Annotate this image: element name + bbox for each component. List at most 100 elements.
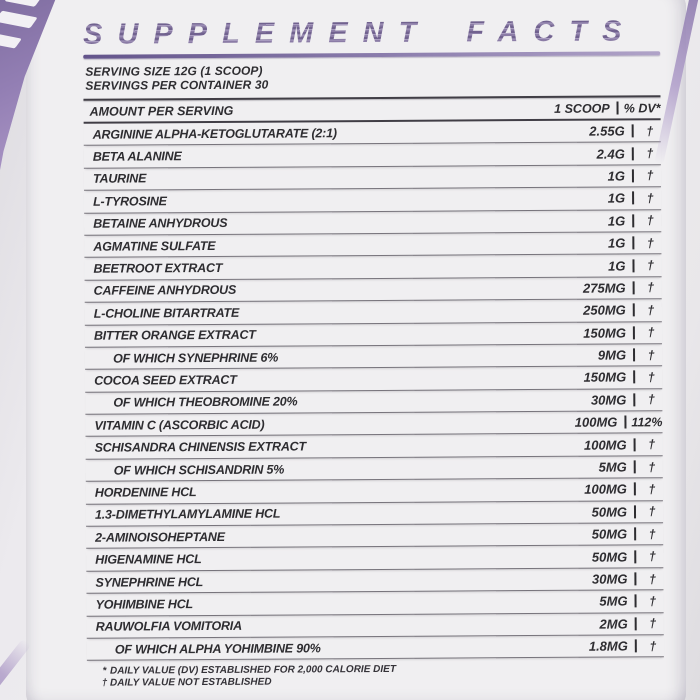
column-divider [631, 169, 634, 183]
ingredient-dv: † [649, 616, 657, 631]
ingredient-name: ARGININE ALPHA-KETOGLUTARATE (2:1) [92, 125, 337, 142]
footnote-marker: † [101, 677, 108, 689]
ingredient-dv: † [646, 235, 654, 250]
ingredient-name: COCOA SEED EXTRACT [94, 372, 237, 388]
column-divider [634, 550, 637, 564]
ingredient-dv: † [648, 459, 656, 474]
wedge-stripe-icon [4, 0, 42, 7]
ingredient-name: BITTER ORANGE EXTRACT [93, 327, 256, 343]
table-row: OF WHICH ALPHA YOHIMBINE 90% 1.8MG † [86, 635, 664, 662]
ingredient-amount: 100MG [584, 481, 627, 498]
column-divider [632, 326, 635, 340]
ingredient-name: YOHIMBINE HCL [95, 596, 194, 612]
ingredient-name: OF WHICH ALPHA YOHIMBINE 90% [114, 641, 321, 657]
ingredient-amount: 150MG [583, 325, 626, 341]
ingredient-name: L-CHOLINE BITARTRATE [93, 305, 240, 321]
ingredient-dv: † [647, 347, 655, 362]
ingredient-amount: 9MG [597, 347, 627, 363]
ingredient-name: BETA ALANINE [92, 149, 182, 164]
ingredient-dv: † [647, 392, 655, 407]
ingredient-amount: 2MG [599, 616, 628, 632]
scoop-column-header: 1 SCOOP [554, 101, 610, 116]
ingredient-dv: † [648, 504, 656, 519]
ingredient-amount: 5MG [599, 593, 628, 610]
ingredient-amount: 1G [607, 190, 626, 206]
ingredient-amount: 2.55G [589, 123, 625, 139]
column-divider [633, 393, 636, 407]
ingredient-amount: 5MG [598, 459, 627, 475]
panel-title: SUPPLEMENT FACTS [83, 14, 660, 52]
ingredient-dv: † [647, 303, 655, 318]
ingredient-amount: 1G [607, 235, 626, 251]
ingredient-name: OF WHICH SCHISANDRIN 5% [113, 462, 285, 478]
label-paper [26, 0, 686, 700]
supplement-facts-panel: SUPPLEMENT FACTS SERVING SIZE 12G (1 SCO… [83, 8, 664, 689]
ingredient-dv: † [649, 594, 657, 609]
column-divider [632, 258, 635, 272]
ingredient-amount: 275MG [582, 280, 626, 296]
footnote-text: DAILY VALUE (DV) ESTABLISHED FOR 2,000 C… [109, 664, 396, 677]
ingredient-name: BEETROOT EXTRACT [93, 260, 223, 276]
ingredient-dv: † [648, 571, 656, 586]
column-divider [632, 303, 635, 317]
ingredient-name: CAFFEINE ANHYDROUS [93, 283, 237, 299]
ingredient-name: SYNEPHRINE HCL [95, 574, 204, 590]
column-divider [633, 482, 636, 496]
ingredient-amount: 1G [607, 213, 626, 229]
column-divider [632, 214, 635, 228]
ingredient-name: TAURINE [92, 171, 147, 187]
ingredient-amount: 100MG [574, 414, 618, 431]
column-divider [631, 124, 634, 138]
ingredient-name: OF WHICH SYNEPHRINE 6% [113, 350, 279, 366]
amount-per-serving-header: AMOUNT PER SERVING [89, 103, 234, 119]
ingredient-amount: 150MG [583, 369, 627, 386]
ingredient-dv: † [648, 526, 656, 542]
wedge-stripe-icon [0, 10, 38, 29]
footnote-marker: * [102, 666, 107, 678]
ingredient-name: OF WHICH THEOBROMINE 20% [113, 394, 298, 410]
column-divider [634, 617, 637, 631]
ingredient-amount: 1.8MG [588, 638, 628, 654]
ingredient-dv: † [646, 168, 654, 183]
column-divider [616, 101, 619, 115]
ingredient-name: AGMATINE SULFATE [93, 238, 216, 254]
ingredient-dv: † [646, 191, 654, 206]
ingredient-dv: † [646, 258, 655, 273]
ingredient-dv: † [646, 213, 654, 228]
ingredient-amount: 30MG [591, 571, 628, 587]
ingredient-amount: 100MG [583, 437, 627, 453]
ingredient-amount: 1G [607, 168, 625, 184]
column-divider [633, 348, 636, 362]
ingredient-rows: ARGININE ALPHA-KETOGLUTARATE (2:1) 2.55G… [83, 120, 664, 662]
footnotes: * DAILY VALUE (DV) ESTABLISHED FOR 2,000… [99, 663, 664, 689]
ingredient-name: BETAINE ANHYDROUS [93, 216, 228, 231]
ingredient-name: VITAMIN C (ASCORBIC ACID) [94, 417, 265, 433]
column-divider [634, 594, 637, 608]
column-divider [633, 370, 636, 384]
ingredient-amount: 50MG [591, 549, 628, 565]
column-divider [624, 415, 627, 429]
column-divider [634, 639, 637, 653]
servings-per-container-line: SERVINGS PER CONTAINER 30 [85, 77, 269, 93]
ingredient-name: HORDENINE HCL [94, 485, 197, 500]
ingredient-name: L-TYROSINE [93, 194, 167, 209]
ingredient-name: RAUWOLFIA VOMITORIA [95, 619, 242, 634]
column-divider [632, 236, 635, 250]
column-divider [633, 460, 636, 474]
ingredient-dv: † [648, 549, 656, 564]
ingredient-dv: † [648, 482, 656, 497]
column-divider [632, 281, 635, 295]
ingredient-amount: 30MG [590, 392, 627, 408]
ingredient-amount: 50MG [591, 504, 628, 520]
ingredient-dv: † [648, 437, 656, 452]
ingredient-dv: † [646, 123, 654, 139]
ingredient-amount: 250MG [583, 302, 626, 319]
ingredient-dv: † [647, 280, 655, 295]
column-divider [631, 146, 634, 160]
column-divider [634, 527, 637, 541]
ingredient-amount: 50MG [591, 526, 628, 542]
column-divider [633, 438, 636, 452]
column-divider [633, 505, 637, 519]
ingredient-name: HIGENAMINE HCL [95, 552, 202, 567]
